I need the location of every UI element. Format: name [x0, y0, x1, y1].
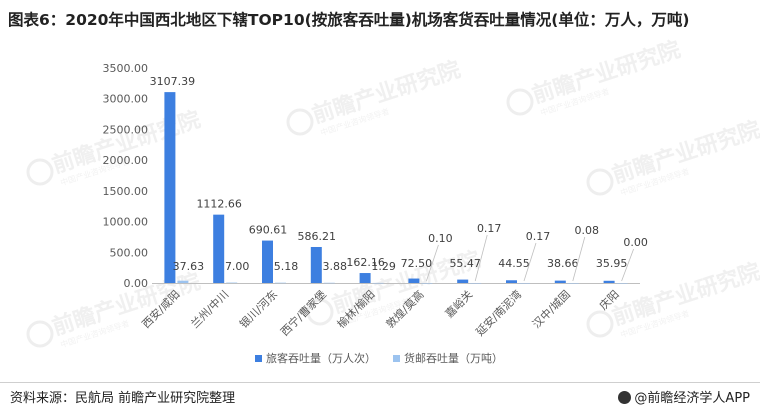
- legend-label-cargo: 货邮吞吐量（万吨）: [404, 351, 503, 365]
- x-category-label: 西宁/曹家堡: [278, 287, 329, 338]
- bar-passenger: [359, 273, 371, 283]
- x-category-label: 嘉峪关: [442, 287, 475, 320]
- x-category-label: 汉中/城固: [530, 288, 573, 331]
- footer-divider: [0, 382, 760, 383]
- watermark-logo-icon: [306, 298, 334, 326]
- bar-passenger: [603, 280, 615, 283]
- y-tick-label: 2500.00: [103, 123, 149, 136]
- x-category-label: 银川/河东: [236, 287, 280, 331]
- y-tick-label: 3000.00: [103, 93, 149, 106]
- leader-line: [426, 244, 439, 282]
- watermark-logo-icon: [586, 168, 614, 196]
- data-label-cargo: 5.18: [274, 260, 299, 273]
- bar-cargo: [567, 282, 579, 284]
- watermark-text: 前瞻产业研究院: [609, 116, 760, 188]
- y-tick-label: 500.00: [110, 246, 149, 259]
- data-label-passenger: 3107.39: [150, 75, 196, 88]
- bar-passenger: [310, 246, 322, 283]
- data-label-cargo: 0.00: [623, 236, 648, 249]
- brand-logo-icon: [618, 391, 632, 404]
- data-label-passenger: 690.61: [249, 224, 288, 237]
- bar-passenger: [457, 279, 469, 283]
- data-label-cargo: 7.00: [225, 260, 250, 273]
- bar-cargo: [372, 282, 384, 284]
- x-category-label: 延安/南泥湾: [473, 287, 524, 338]
- y-tick-label: 3500.00: [103, 62, 149, 75]
- bar-cargo: [519, 282, 530, 284]
- data-label-passenger: 586.21: [298, 230, 337, 243]
- data-label-cargo: 3.88: [323, 260, 348, 273]
- data-label-passenger: 162.16: [346, 256, 385, 269]
- watermark-text: 前瞻产业研究院: [609, 258, 760, 330]
- source-note: 资料来源：民航局 前瞻产业研究院整理: [10, 391, 236, 406]
- watermark-logo-icon: [586, 310, 614, 338]
- data-label-cargo: 37.63: [173, 260, 205, 273]
- bar-cargo: [323, 282, 335, 284]
- data-label-cargo: 0.08: [575, 224, 600, 237]
- bar-passenger: [506, 280, 517, 283]
- chart-title: 图表6：2020年中国西北地区下辖TOP10(按旅客吞吐量)机场客货吞吐量情况(…: [8, 11, 690, 29]
- data-label-passenger: 72.50: [401, 257, 433, 270]
- bar-cargo: [177, 280, 189, 283]
- watermark-logo-icon: [26, 320, 54, 348]
- bar-passenger: [408, 278, 420, 283]
- leader-line: [523, 242, 537, 282]
- data-label-passenger: 35.95: [596, 257, 628, 270]
- data-label-passenger: 44.55: [498, 257, 530, 270]
- watermark-text: 前瞻产业研究院: [49, 106, 204, 178]
- data-label-cargo: 0.10: [428, 232, 453, 245]
- data-label-cargo: 0.17: [477, 222, 502, 235]
- bar-passenger: [554, 280, 566, 283]
- bar-cargo: [275, 282, 286, 284]
- bar-passenger: [213, 214, 225, 283]
- bar-cargo: [421, 282, 433, 284]
- y-tick-label: 1000.00: [103, 216, 149, 229]
- leader-line: [572, 236, 586, 282]
- y-tick-label: 1500.00: [103, 185, 149, 198]
- brand-credit-text: @前瞻经济学人APP: [634, 391, 750, 406]
- y-tick-label: 2000.00: [103, 154, 149, 167]
- watermark-text: 前瞻产业研究院: [529, 36, 684, 108]
- data-label-cargo: 1.29: [371, 260, 396, 273]
- y-tick-label: 0.00: [124, 277, 149, 290]
- bar-passenger: [262, 240, 273, 283]
- legend-swatch-cargo: [393, 355, 400, 362]
- brand-credit: @前瞻经济学人APP: [618, 387, 750, 406]
- bar-passenger: [164, 92, 176, 284]
- bar-cargo: [616, 283, 628, 284]
- watermark-logo-icon: [286, 108, 314, 136]
- data-label-passenger: 55.47: [449, 257, 481, 270]
- leader-line: [621, 248, 634, 282]
- legend-label-passenger: 旅客吞吐量（万人次）: [266, 351, 376, 365]
- bar-cargo: [470, 282, 482, 284]
- data-label-passenger: 1112.66: [196, 198, 242, 211]
- data-label-passenger: 38.66: [547, 257, 579, 270]
- legend-swatch-passenger: [255, 355, 262, 362]
- watermark-text: 前瞻产业研究院: [309, 56, 464, 128]
- data-label-cargo: 0.17: [526, 230, 551, 243]
- bar-cargo: [226, 282, 238, 284]
- leader-line: [474, 234, 488, 282]
- watermark-logo-icon: [506, 88, 534, 116]
- watermark-logo-icon: [26, 158, 54, 186]
